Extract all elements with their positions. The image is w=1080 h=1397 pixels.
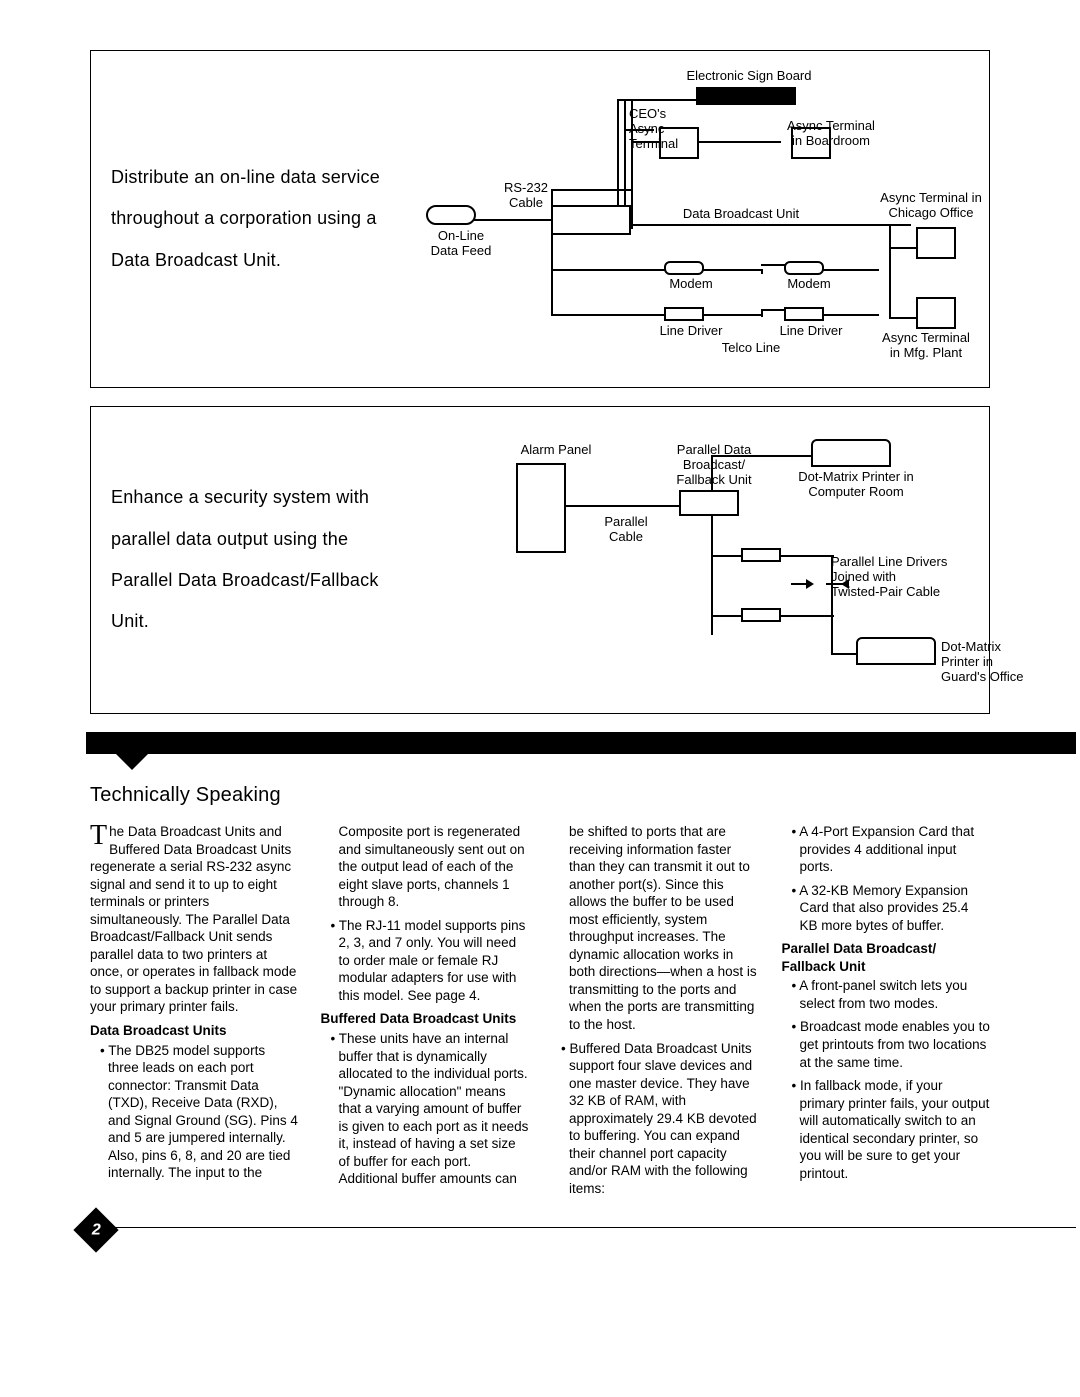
lbl-ld2: Line Driver (771, 324, 851, 339)
lbl-pcable: Parallel Cable (591, 515, 661, 545)
lbl-alarm: Alarm Panel (511, 443, 601, 458)
diagram-1-figure: Electronic Sign Board CEO's Async Termin… (411, 69, 969, 369)
bullet-7: • A front-panel switch lets you select f… (782, 977, 991, 1012)
diagram-2-caption: Enhance a security system with parallel … (111, 425, 391, 695)
bullet-4: • Buffered Data Broadcast Units support … (551, 1040, 760, 1198)
footer-rule (86, 1227, 1076, 1228)
lbl-ld1: Line Driver (651, 324, 731, 339)
lbl-telco: Telco Line (711, 341, 791, 356)
sub-pdb: Parallel Data Broadcast/ Fallback Unit (782, 940, 991, 975)
diagram-1-caption: Distribute an on-line data service throu… (111, 69, 391, 369)
diagram-2: Enhance a security system with parallel … (90, 406, 990, 714)
sub-dbu: Data Broadcast Units (90, 1022, 299, 1040)
lbl-feed: On-Line Data Feed (421, 229, 501, 259)
bullet-2: • The RJ-11 model supports pins 2, 3, an… (321, 917, 530, 1005)
lbl-ceo: CEO's Async Terminal (629, 107, 699, 152)
lbl-dotcomp: Dot-Matrix Printer in Computer Room (781, 470, 931, 500)
lbl-esb: Electronic Sign Board (679, 69, 819, 84)
lbl-mfg: Async Terminal in Mfg. Plant (866, 331, 986, 361)
bullet-8: • Broadcast mode enables you to get prin… (782, 1018, 991, 1071)
lbl-modem2: Modem (779, 277, 839, 292)
sub-bbdu: Buffered Data Broadcast Units (321, 1010, 530, 1028)
bullet-5: • A 4-Port Expansion Card that provides … (782, 823, 991, 876)
page-number: 2 (73, 1208, 118, 1253)
diagram-2-figure: Alarm Panel Parallel Data Broadcast/ Fal… (411, 425, 969, 695)
bullet-6: • A 32-KB Memory Expansion Card that als… (782, 882, 991, 935)
lbl-dbu: Data Broadcast Unit (671, 207, 811, 222)
lbl-chicago: Async Terminal in Chicago Office (866, 191, 996, 221)
lbl-modem1: Modem (661, 277, 721, 292)
lbl-boardroom: Async Terminal in Boardroom (771, 119, 891, 149)
section-heading: Technically Speaking (90, 784, 990, 807)
section-divider (86, 732, 1076, 754)
lbl-pdb: Parallel Data Broadcast/ Fallback Unit (659, 443, 769, 488)
bullet-9: • In fallback mode, if your primary prin… (782, 1077, 991, 1182)
intro-para: The Data Broadcast Units and Buffered Da… (90, 823, 299, 1016)
lbl-rs232: RS-232 Cable (496, 181, 556, 211)
diagram-1: Distribute an on-line data service throu… (90, 50, 990, 388)
lbl-dotguard: Dot-Matrix Printer in Guard's Office (941, 640, 1031, 685)
lbl-plds: Parallel Line Drivers Joined with Twiste… (831, 555, 981, 600)
body-columns: The Data Broadcast Units and Buffered Da… (90, 823, 990, 1197)
